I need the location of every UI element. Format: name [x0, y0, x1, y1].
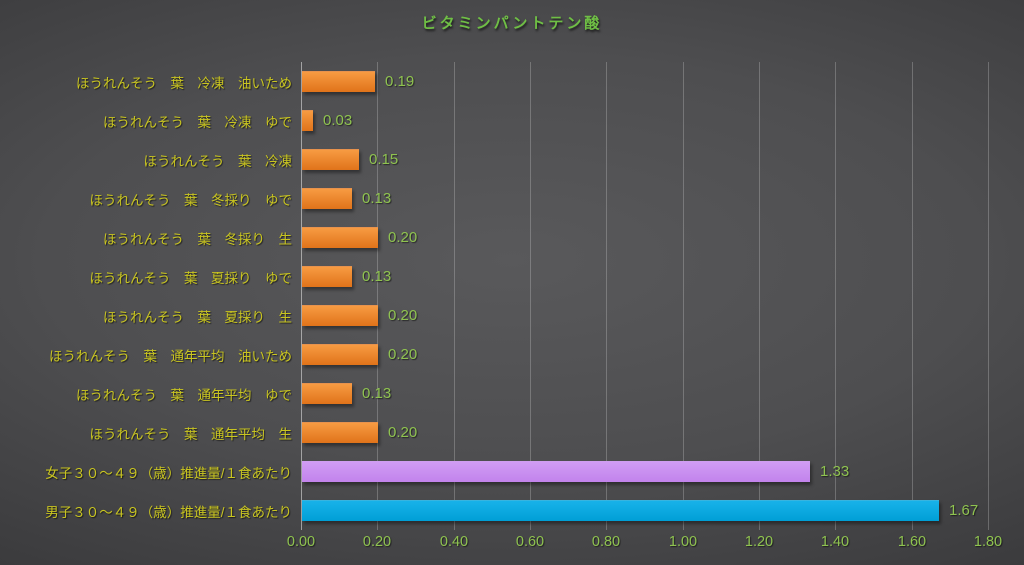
gridline: [835, 62, 836, 530]
bar-row: 0.03: [301, 101, 988, 140]
x-tick-label: 0.20: [362, 534, 392, 550]
gridline: [759, 62, 760, 530]
bar-row: 0.20: [301, 218, 988, 257]
x-tick-label: 1.20: [744, 534, 774, 550]
bar-row: 0.20: [301, 296, 988, 335]
value-label: 0.20: [388, 229, 418, 246]
gridline: [988, 62, 989, 530]
category-label: ほうれんそう 葉 冬採り 生: [103, 231, 292, 247]
gridline: [683, 62, 684, 530]
value-label: 1.67: [949, 502, 979, 519]
gridline: [377, 62, 378, 530]
x-tick-label: 0.80: [591, 534, 621, 550]
orange-bar: [302, 227, 378, 248]
value-label: 0.20: [388, 307, 418, 324]
value-label: 0.15: [369, 151, 399, 168]
bar-row: 0.13: [301, 374, 988, 413]
purple-bar: [302, 461, 810, 482]
value-label: 0.03: [323, 112, 353, 129]
blue-bar: [302, 500, 939, 521]
bar-row: 0.13: [301, 179, 988, 218]
plot-area: 0.19 0.03 0.15 0.13 0.20 0.13 0.20 0.20 0.13 0.20…: [301, 62, 989, 530]
category-label: ほうれんそう 葉 通年平均 油いため: [49, 348, 292, 364]
value-axis: 0.00 0.20 0.40 0.60 0.80 1.00 1.20 1.40 1.60 1.80: [0, 534, 1024, 558]
category-label: ほうれんそう 葉 夏採り 生: [103, 309, 292, 325]
value-label: 0.20: [388, 424, 418, 441]
bar-row: 1.33: [301, 452, 988, 491]
orange-bar: [302, 344, 378, 365]
y-axis-line: [301, 62, 302, 530]
category-label: 男子３０～４９（歳）推進量/１食あたり: [45, 504, 292, 520]
orange-bar: [302, 71, 375, 92]
bar-row: 0.20: [301, 413, 988, 452]
orange-bar: [302, 383, 352, 404]
orange-bar: [302, 422, 378, 443]
category-label: ほうれんそう 葉 冷凍: [143, 153, 293, 169]
bar-row: 0.19: [301, 62, 988, 101]
bar-row: 0.13: [301, 257, 988, 296]
category-label: ほうれんそう 葉 通年平均 生: [89, 426, 293, 442]
gridline: [606, 62, 607, 530]
bar-row: 0.20: [301, 335, 988, 374]
value-label: 0.20: [388, 346, 418, 363]
value-label: 0.13: [362, 190, 392, 207]
x-tick-label: 0.40: [439, 534, 469, 550]
category-label: ほうれんそう 葉 冷凍 ゆで: [103, 114, 292, 130]
orange-bar: [302, 266, 352, 287]
category-label: ほうれんそう 葉 冬採り ゆで: [89, 192, 293, 208]
gridline: [530, 62, 531, 530]
value-label: 1.33: [820, 463, 850, 480]
x-tick-label: 1.60: [897, 534, 927, 550]
category-label: ほうれんそう 葉 冷凍 油いため: [76, 75, 292, 91]
chart-title: ビタミンパントテン酸: [421, 15, 603, 32]
orange-bar: [302, 188, 352, 209]
x-tick-label: 1.00: [668, 534, 698, 550]
bar-row: 0.15: [301, 140, 988, 179]
orange-bar: [302, 149, 359, 170]
gridline: [454, 62, 455, 530]
bar-row: 1.67: [301, 491, 988, 530]
x-tick-label: 1.40: [820, 534, 850, 550]
value-label: 0.13: [362, 268, 392, 285]
orange-bar: [302, 305, 378, 326]
category-axis: ほうれんそう 葉 冷凍 油いためほうれんそう 葉 冷凍 ゆでほうれんそう 葉 冷…: [0, 62, 292, 530]
x-tick-label: 1.80: [973, 534, 1003, 550]
gridline: [912, 62, 913, 530]
x-tick-label: 0.00: [286, 534, 316, 550]
x-tick-label: 0.60: [515, 534, 545, 550]
category-label: 女子３０～４９（歳）推進量/１食あたり: [45, 465, 292, 481]
value-label: 0.19: [385, 73, 415, 90]
category-label: ほうれんそう 葉 夏採り ゆで: [89, 270, 293, 286]
value-label: 0.13: [362, 385, 392, 402]
orange-bar: [302, 110, 313, 131]
category-label: ほうれんそう 葉 通年平均 ゆで: [76, 387, 292, 403]
